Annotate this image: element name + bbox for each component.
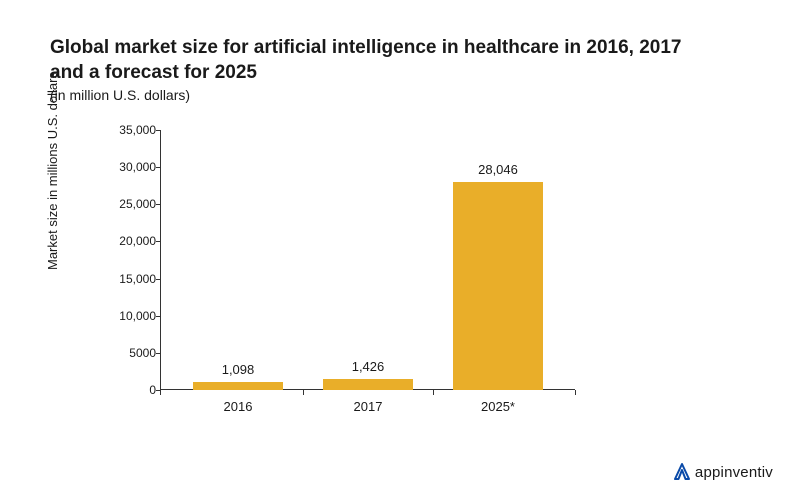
y-tick-mark [156, 279, 160, 280]
brand-logo: appinventiv [673, 463, 773, 481]
x-tick-label: 2016 [224, 399, 253, 414]
x-tick-label: 2017 [354, 399, 383, 414]
y-tick-mark [156, 204, 160, 205]
y-tick-mark [156, 130, 160, 131]
chart-title: Global market size for artificial intell… [50, 36, 690, 85]
bar: 1,426 [323, 379, 413, 390]
x-tick-mark [575, 390, 576, 395]
y-tick-label: 0 [112, 383, 156, 397]
y-axis-line [160, 130, 161, 390]
plot-area: 0500010,00015,00020,00025,00030,00035,00… [160, 130, 575, 390]
chart-subtitle: (in million U.S. dollars) [50, 87, 751, 103]
y-tick-label: 25,000 [112, 197, 156, 211]
x-tick-mark [433, 390, 434, 395]
bar: 28,046 [453, 182, 543, 390]
y-tick-label: 30,000 [112, 160, 156, 174]
y-tick-label: 15,000 [112, 272, 156, 286]
bar-value-label: 28,046 [453, 162, 543, 177]
y-tick-mark [156, 167, 160, 168]
y-tick-mark [156, 316, 160, 317]
y-tick-label: 5000 [112, 346, 156, 360]
y-tick-mark [156, 353, 160, 354]
x-tick-mark [160, 390, 161, 395]
y-tick-label: 35,000 [112, 123, 156, 137]
y-tick-mark [156, 241, 160, 242]
y-tick-label: 20,000 [112, 234, 156, 248]
x-tick-label: 2025* [481, 399, 515, 414]
bar: 1,098 [193, 382, 283, 390]
bar-value-label: 1,098 [193, 362, 283, 377]
bar-value-label: 1,426 [323, 359, 413, 374]
y-tick-label: 10,000 [112, 309, 156, 323]
brand-logo-icon [673, 463, 691, 481]
x-tick-mark [303, 390, 304, 395]
chart-container: Global market size for artificial intell… [0, 0, 801, 501]
chart-area: 0500010,00015,00020,00025,00030,00035,00… [105, 130, 575, 410]
brand-logo-text: appinventiv [695, 464, 773, 481]
y-axis-label: Market size in millions U.S. dollars [45, 72, 60, 270]
